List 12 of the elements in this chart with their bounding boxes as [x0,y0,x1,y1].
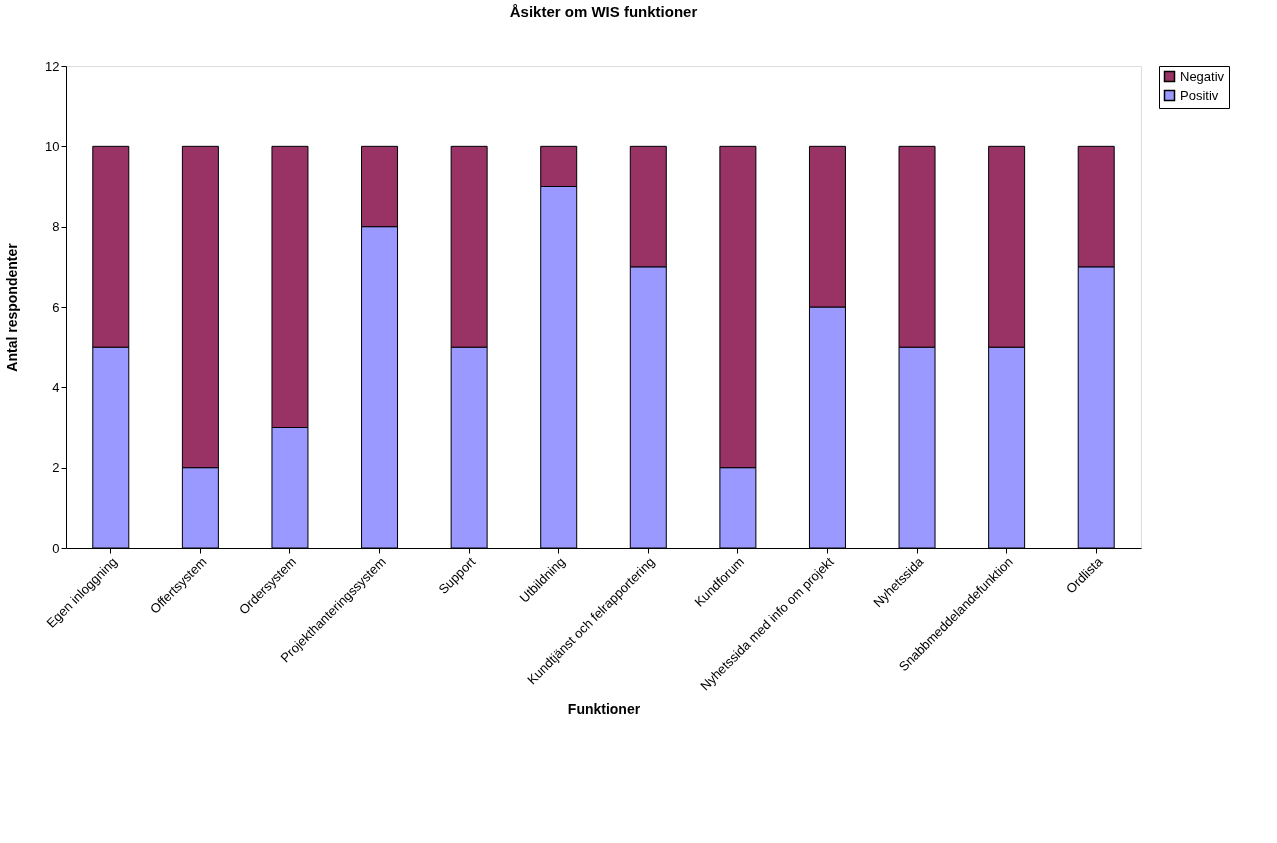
y-tick-label: 8 [52,219,60,235]
y-tick-label: 6 [52,299,60,315]
x-axis-title: Funktioner [567,701,641,718]
legend-label: Negativ [1180,68,1225,84]
y-tick-label: 0 [52,540,60,556]
y-tick-label: 10 [45,138,60,154]
y-tick-label: 4 [52,379,60,395]
chart-title: Åsikter om WIS funktioner [509,3,698,20]
y-tick-label: 2 [52,460,60,476]
legend-label: Positiv [1180,87,1219,103]
y-axis-title: Antal respondenter [4,242,21,372]
y-tick-label: 12 [45,58,60,74]
